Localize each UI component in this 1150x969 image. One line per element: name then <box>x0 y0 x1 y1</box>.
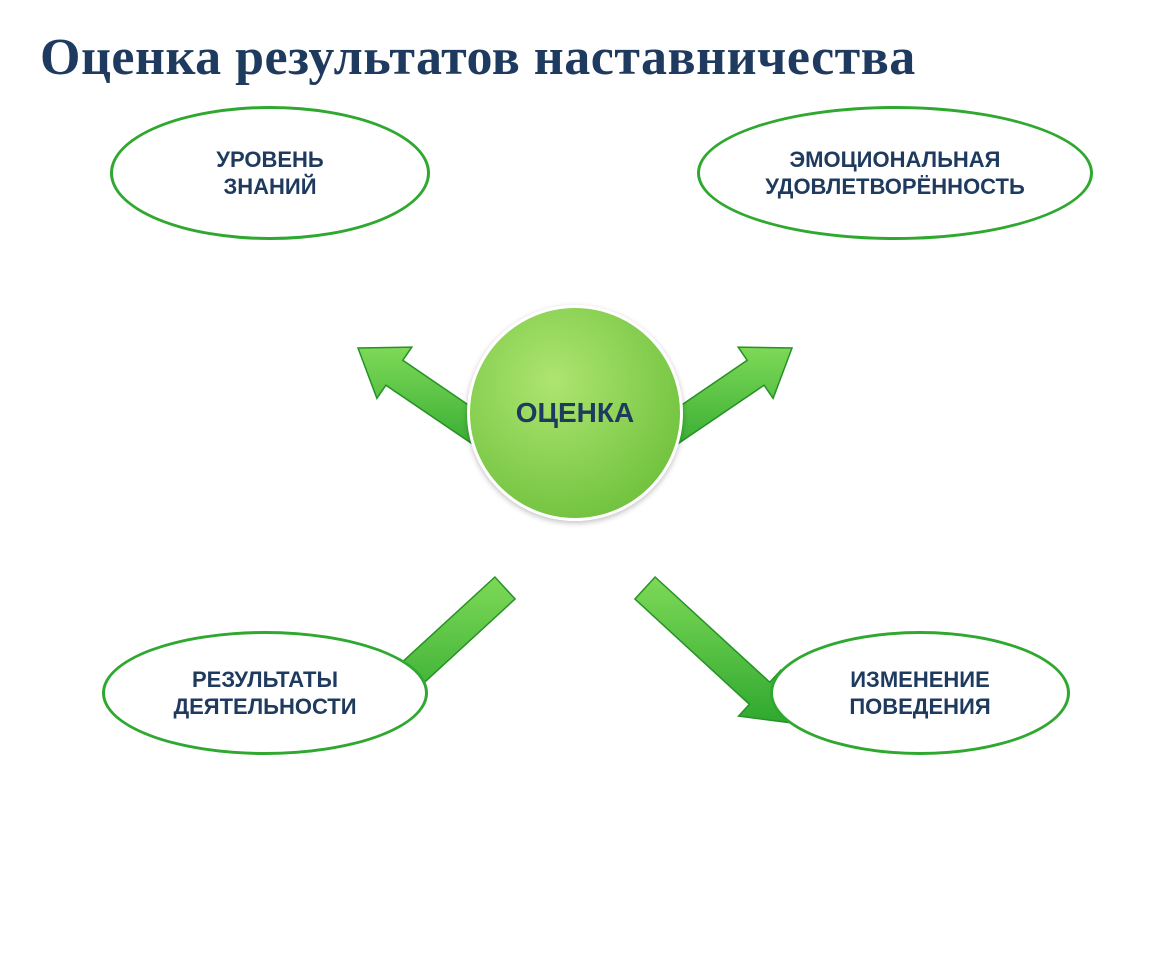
oval-activity-results: РЕЗУЛЬТАТЫ ДЕЯТЕЛЬНОСТИ <box>102 631 428 755</box>
oval-knowledge-level: УРОВЕНЬ ЗНАНИЙ <box>110 106 430 240</box>
page-title: Оценка результатов наставничества <box>40 28 916 87</box>
arrows-svg <box>0 105 1150 969</box>
oval-emotional-satisfaction: ЭМОЦИОНАЛЬНАЯ УДОВЛЕТВОРЁННОСТЬ <box>697 106 1093 240</box>
arrow-br <box>635 577 792 723</box>
diagram-container: ОЦЕНКА УРОВЕНЬ ЗНАНИЙ ЭМОЦИОНАЛЬНАЯ УДОВЛ… <box>0 105 1150 864</box>
oval-behavior-change: ИЗМЕНЕНИЕ ПОВЕДЕНИЯ <box>770 631 1070 755</box>
center-label: ОЦЕНКА <box>516 397 634 429</box>
center-node: ОЦЕНКА <box>467 305 683 521</box>
